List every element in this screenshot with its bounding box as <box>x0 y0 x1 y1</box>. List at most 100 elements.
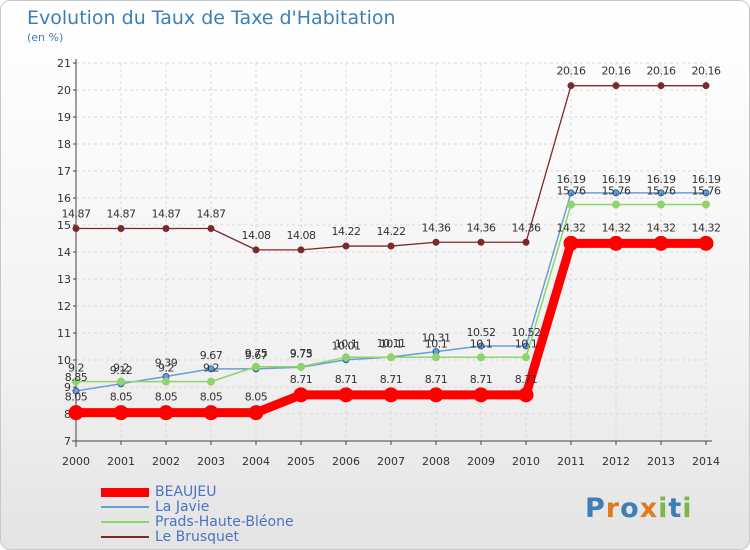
data-label: 9.2 <box>68 362 84 375</box>
data-label: 8.05 <box>155 391 178 404</box>
x-tick-label: 2003 <box>197 455 225 468</box>
data-label: 9.67 <box>245 349 268 362</box>
data-label: 8.71 <box>335 373 358 386</box>
data-label: 9.2 <box>158 362 174 375</box>
y-tick-label: 20 <box>57 84 71 97</box>
y-tick-label: 21 <box>57 57 71 70</box>
proxiti-logo: Proxiti <box>585 493 693 524</box>
data-label: 14.36 <box>422 221 451 234</box>
logo-letter: o <box>620 493 640 524</box>
x-tick-label: 2000 <box>62 455 90 468</box>
data-label: 20.16 <box>557 65 586 78</box>
data-point <box>297 246 305 254</box>
series <box>68 82 714 421</box>
data-label: 14.87 <box>197 208 226 221</box>
y-tick-label: 12 <box>57 300 71 313</box>
y-tick-label: 10 <box>57 354 71 367</box>
y-tick-label: 18 <box>57 138 71 151</box>
data-label: 10.1 <box>470 337 493 350</box>
legend-swatch <box>101 521 149 523</box>
chart-title: Evolution du Taux de Taxe d'Habitation <box>27 7 396 29</box>
data-point <box>252 246 260 254</box>
data-label: 14.22 <box>377 225 406 238</box>
y-tick-label: 17 <box>57 165 71 178</box>
data-point <box>68 405 84 421</box>
data-label: 9.75 <box>245 347 268 360</box>
logo-letter: t <box>668 493 683 524</box>
data-point <box>563 235 579 251</box>
data-point <box>383 387 399 403</box>
data-point <box>248 405 264 421</box>
data-label: 8.85 <box>65 371 88 384</box>
data-point <box>657 189 665 197</box>
grid <box>75 62 707 442</box>
y-tick-label: 11 <box>57 327 71 340</box>
data-label: 8.71 <box>290 373 313 386</box>
data-point <box>473 387 489 403</box>
legend-label: La Javie <box>155 499 210 515</box>
x-tick-label: 2004 <box>242 455 270 468</box>
data-label: 14.22 <box>332 225 361 238</box>
data-point <box>432 353 440 362</box>
data-label: 9.2 <box>113 362 129 375</box>
data-point <box>653 235 669 251</box>
x-tick-label: 2008 <box>422 455 450 468</box>
data-label: 14.08 <box>287 229 316 242</box>
x-tick-label: 2006 <box>332 455 360 468</box>
axes: 7 8 9 10 11 12 13 14 15 16 17 18 19 20 21 2000 2001 2002 2… <box>57 57 720 468</box>
x-tick-label: 2001 <box>107 455 135 468</box>
data-point <box>657 200 665 209</box>
data-label: 14.32 <box>692 221 721 234</box>
data-point <box>567 189 575 197</box>
x-tick-label: 2005 <box>287 455 315 468</box>
data-point <box>342 242 350 250</box>
data-label: 9.12 <box>110 364 133 377</box>
data-label: 10.52 <box>467 326 496 339</box>
data-label: 20.16 <box>647 65 676 78</box>
data-label: 8.05 <box>110 391 133 404</box>
x-tick-label: 2007 <box>377 455 405 468</box>
data-point <box>518 387 534 403</box>
data-point <box>608 235 624 251</box>
data-point <box>158 405 174 421</box>
data-point <box>657 82 665 90</box>
data-point <box>162 225 170 233</box>
data-point <box>338 387 354 403</box>
data-point <box>252 362 260 371</box>
data-point <box>612 200 620 209</box>
data-label: 14.36 <box>512 221 541 234</box>
legend-label: Le Brusquet <box>155 529 240 545</box>
data-point <box>162 377 170 386</box>
data-label: 14.87 <box>107 208 136 221</box>
chart-subtitle: (en %) <box>27 31 64 44</box>
data-point <box>72 225 80 233</box>
data-point <box>612 189 620 197</box>
data-label: 16.19 <box>647 173 676 186</box>
data-point <box>72 377 80 386</box>
legend-label: Prads-Haute-Bléone <box>155 514 294 530</box>
logo-letter: i <box>658 493 669 524</box>
data-point <box>207 225 215 233</box>
y-tick-label: 15 <box>57 219 71 232</box>
legend-swatch <box>101 487 149 497</box>
data-point <box>567 82 575 90</box>
data-label: 14.32 <box>647 221 676 234</box>
data-label: 10.1 <box>425 337 448 350</box>
x-tick-label: 2009 <box>467 455 495 468</box>
legend: BEAUJEU La Javie Prads-Haute-Bléone Le Brus… <box>101 485 294 545</box>
data-point <box>702 82 710 90</box>
x-tick-label: 2012 <box>602 455 630 468</box>
data-point <box>428 387 444 403</box>
data-label: 16.19 <box>557 173 586 186</box>
data-label: 20.16 <box>602 65 631 78</box>
data-point <box>117 377 125 386</box>
y-tick-label: 13 <box>57 273 71 286</box>
y-tick-label: 9 <box>64 381 71 394</box>
data-point <box>522 238 530 246</box>
x-tick-label: 2013 <box>647 455 675 468</box>
data-point <box>702 189 710 197</box>
logo-letter: P <box>585 493 606 524</box>
data-label: 8.71 <box>515 373 538 386</box>
data-label: 8.05 <box>65 391 88 404</box>
legend-item: La Javie <box>101 500 294 515</box>
